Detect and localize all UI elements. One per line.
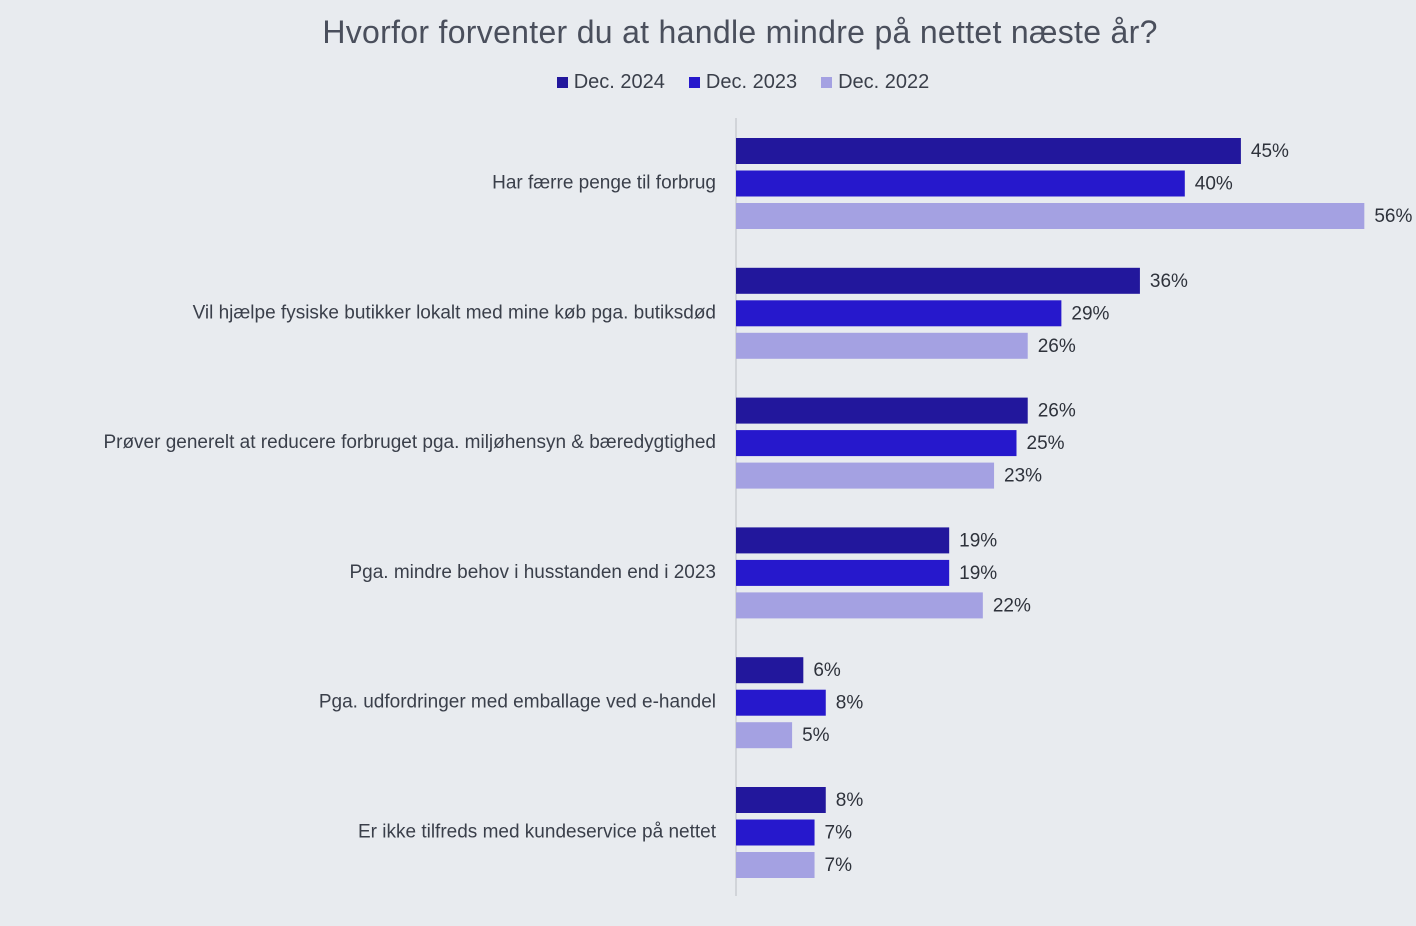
- bar: [736, 852, 815, 878]
- data-label: 5%: [802, 725, 830, 746]
- category-label: Har færre penge til forbrug: [492, 173, 716, 194]
- bar: [736, 267, 1140, 294]
- data-label: 8%: [836, 790, 864, 811]
- bar: [736, 397, 1028, 424]
- legend-item: Dec. 2022: [821, 71, 929, 94]
- data-label: 8%: [836, 693, 864, 714]
- data-label: 19%: [959, 563, 997, 584]
- bar: [736, 787, 826, 813]
- data-label: 19%: [959, 530, 997, 551]
- data-label: 6%: [813, 660, 841, 681]
- legend-swatch: [821, 77, 833, 88]
- data-label: 25%: [1027, 433, 1065, 454]
- data-label: 23%: [1004, 466, 1042, 487]
- legend: Dec. 2024 Dec. 2023 Dec. 2022: [0, 71, 1416, 94]
- bar: [736, 430, 1017, 457]
- legend-item: Dec. 2024: [556, 71, 665, 94]
- data-label: 26%: [1038, 401, 1076, 422]
- bar: [736, 657, 804, 684]
- category-label: Pga. mindre behov i husstanden end i 202…: [349, 562, 716, 583]
- bar: [736, 722, 793, 749]
- category-label: Pga. udfordringer med emballage ved e-ha…: [319, 692, 716, 713]
- chart-title: Hvorfor forventer du at handle mindre på…: [322, 14, 1158, 50]
- data-label: 7%: [825, 823, 853, 844]
- data-label: 56%: [1374, 206, 1412, 227]
- bar: [736, 527, 950, 554]
- data-label: 7%: [825, 855, 853, 876]
- bar: [736, 462, 995, 489]
- category-label: Vil hjælpe fysiske butikker lokalt med m…: [193, 302, 716, 323]
- bar: [736, 819, 815, 846]
- legend-swatch: [556, 77, 568, 88]
- bar: [736, 332, 1028, 359]
- legend-label: Dec. 2022: [838, 71, 930, 93]
- data-label: 36%: [1150, 271, 1188, 292]
- category-label: Er ikke tilfreds med kundeservice på net…: [358, 822, 717, 843]
- bar: [736, 592, 983, 619]
- data-label: 22%: [993, 595, 1031, 616]
- data-label: 26%: [1038, 336, 1076, 357]
- data-label: 29%: [1071, 303, 1109, 324]
- legend-swatch: [688, 77, 700, 88]
- category-label: Prøver generelt at reducere forbruget pg…: [103, 432, 716, 453]
- legend-item: Dec. 2023: [688, 71, 798, 94]
- data-label: 40%: [1195, 174, 1233, 195]
- legend-label: Dec. 2023: [705, 71, 798, 93]
- bar: [736, 689, 826, 716]
- bar: [736, 138, 1241, 164]
- bar: [736, 559, 950, 586]
- legend-label: Dec. 2024: [573, 71, 665, 93]
- data-label: 45%: [1251, 141, 1289, 162]
- bar: [736, 170, 1185, 197]
- bar: [736, 203, 1365, 229]
- bar: [736, 300, 1062, 327]
